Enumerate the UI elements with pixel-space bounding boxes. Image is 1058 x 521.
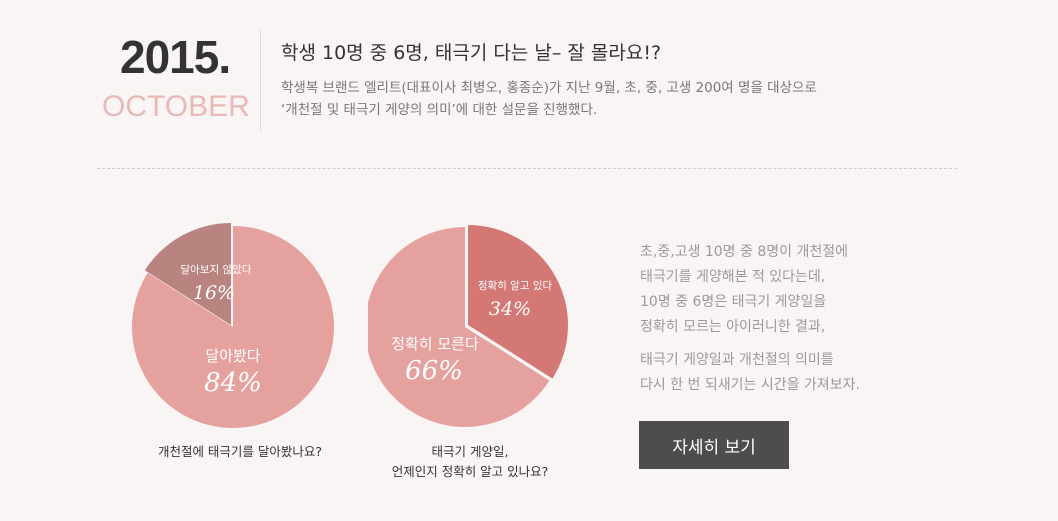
caption-line: 개천절에 태극기를 달아봤나요? bbox=[157, 444, 323, 459]
description: 학생복 브랜드 엘리트(대표이사 최병오, 홍종순)가 지난 9월, 초, 중,… bbox=[281, 77, 817, 121]
pie-slice-displayed bbox=[131, 226, 334, 428]
pie2-caption: 태극기 게양일, 언제인지 정확히 알고 있나요? bbox=[360, 442, 580, 482]
dashed-divider bbox=[97, 168, 957, 169]
summary-line: 10명 중 6명은 태극기 게양일을 bbox=[640, 294, 827, 310]
caption-line: 태극기 게양일, bbox=[431, 444, 509, 459]
slice-value: 16% bbox=[193, 282, 235, 304]
slice-label: 달아봤다 bbox=[205, 347, 260, 365]
pie-slice-unknown bbox=[368, 227, 550, 427]
slice-value: 34% bbox=[489, 298, 531, 320]
slice-label: 달아보지 않았다 bbox=[181, 264, 252, 276]
slice-value: 84% bbox=[204, 368, 262, 398]
pie-slice-not-displayed bbox=[144, 223, 231, 325]
pie-slice-known bbox=[468, 225, 568, 379]
pie1-caption: 개천절에 태극기를 달아봤나요? bbox=[130, 442, 350, 462]
year: 2015. bbox=[120, 31, 231, 83]
month: OCTOBER bbox=[102, 90, 250, 123]
summary-line: 태극기 게양일과 개천절의 의미를 bbox=[640, 352, 834, 368]
summary-line: 다시 한 번 되새기는 시간을 가져보자. bbox=[640, 377, 860, 393]
details-button[interactable]: 자세히 보기 bbox=[639, 421, 789, 469]
summary-line: 초,중,고생 10명 중 8명이 개천절에 bbox=[640, 244, 848, 260]
slice-label: 정확히 알고 있다 bbox=[478, 279, 553, 292]
summary-line: 정확히 모르는 아이러니한 결과, bbox=[640, 319, 826, 335]
summary-text: 초,중,고생 10명 중 8명이 개천절에 태극기를 게양해본 적 있다는데, … bbox=[640, 240, 860, 398]
divider-vertical bbox=[260, 30, 261, 132]
pie-chart-flag-date: 정확히 알고 있다 34% 정확히 모른다 66% bbox=[368, 225, 568, 427]
description-line: 학생복 브랜드 엘리트(대표이사 최병오, 홍종순)가 지난 9월, 초, 중,… bbox=[281, 80, 817, 96]
slice-label: 정확히 모른다 bbox=[391, 335, 479, 353]
headline: 학생 10명 중 6명, 태극기 다는 날– 잘 몰라요!? bbox=[281, 42, 662, 64]
summary-line: 태극기를 게양해본 적 있다는데, bbox=[640, 269, 826, 285]
pie-chart-flag-display: 달아보지 않았다 16% 달아봤다 84% bbox=[131, 223, 334, 428]
caption-line: 언제인지 정확히 알고 있나요? bbox=[391, 464, 549, 479]
slice-value: 66% bbox=[405, 356, 463, 386]
description-line: ‘개천절 및 태극기 게양의 의미’에 대한 설문을 진행했다. bbox=[281, 102, 598, 118]
